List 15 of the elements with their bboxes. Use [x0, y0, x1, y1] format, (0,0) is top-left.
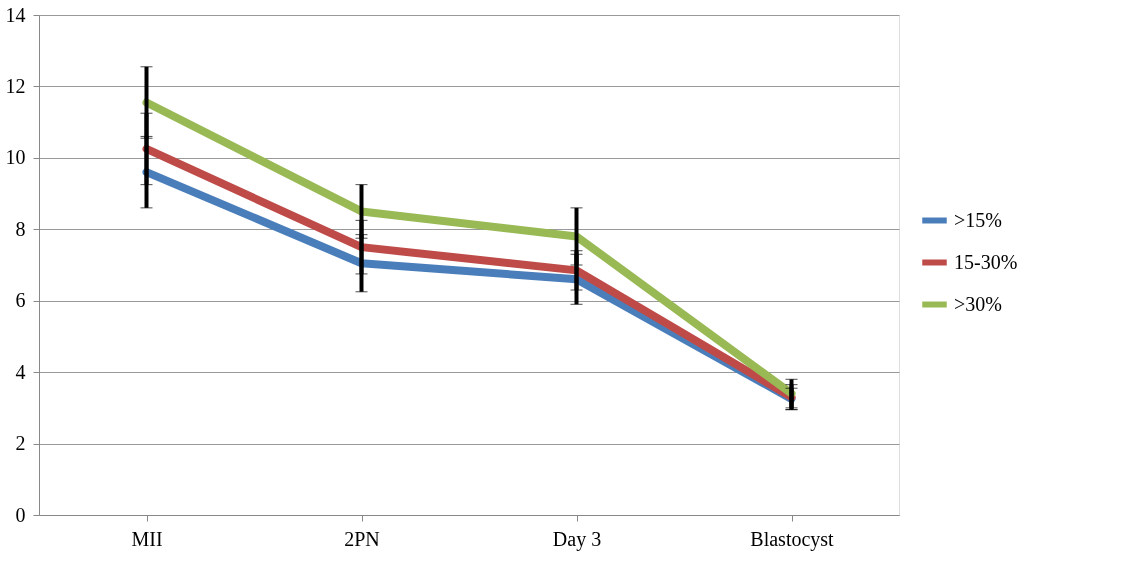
y-tick-label: 4	[15, 360, 26, 383]
y-tick-label: 8	[15, 217, 26, 240]
x-tick-label: Day 3	[552, 527, 602, 551]
y-tick-label: 12	[5, 74, 26, 97]
x-tick-label: 2PN	[344, 527, 380, 550]
y-tick-label: 2	[15, 432, 26, 455]
y-tick-label: 14	[5, 3, 26, 26]
x-tick-label: Blastocyst	[750, 527, 835, 551]
legend-label: >15%	[954, 208, 1002, 231]
x-tick-label: MII	[131, 527, 163, 550]
legend-label: 15-30%	[954, 250, 1018, 273]
legend-label: >30%	[954, 292, 1002, 315]
y-tick-label: 6	[15, 289, 26, 312]
y-tick-label: 10	[5, 146, 26, 169]
y-tick-label: 0	[15, 503, 26, 526]
